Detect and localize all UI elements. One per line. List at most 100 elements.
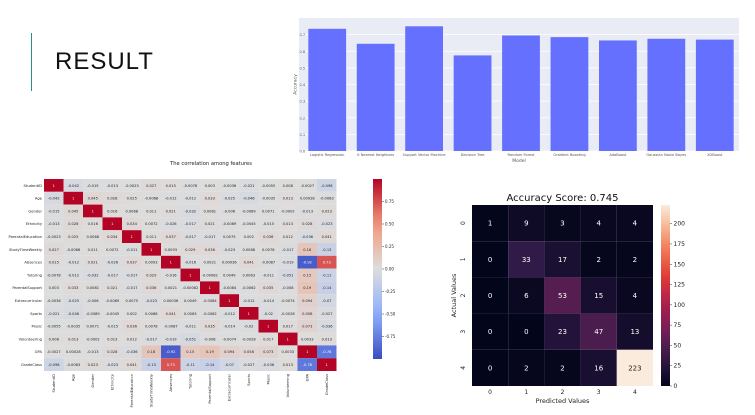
heatmap-cell [141,191,161,205]
heatmap-cell [122,191,142,205]
heatmap-cell [44,217,64,231]
heatmap-cell [278,332,298,346]
y-tick-label: 0.5 [300,66,306,70]
heatmap-cell-label: -0.017 [126,273,138,277]
heatmap-cell [141,281,161,295]
heatmap-cell [200,307,220,320]
heatmap-cell-label: -0.025 [67,299,79,303]
heatmap-cell [258,204,278,218]
heatmap-row-label: GradeClass [21,363,42,367]
confusion-cell-label: 2 [633,256,637,264]
heatmap-cell [258,191,278,205]
confusion-colorbar [661,205,670,386]
heatmap-cell-label: 0.058 [244,350,255,354]
heatmap-cell-label: 0.011 [146,235,156,239]
heatmap-row-label: Age [35,197,43,201]
heatmap-cell [83,204,103,218]
heatmap-cell [102,294,122,307]
heatmap-cell [161,204,181,218]
heatmap-cell-label: -0.017 [204,235,216,239]
heatmap-cell [258,179,278,192]
heatmap-cell [297,332,317,346]
heatmap-cell [200,204,220,218]
heatmap-cell [317,345,337,359]
heatmap-cell-label: 0.017 [263,337,273,341]
heatmap-cell [278,294,298,307]
heatmap-cell-label: 1 [189,273,191,277]
heatmap-row-label: Sports [30,312,42,316]
heatmap-cell-label: 0.0021 [164,286,177,290]
heatmap-cell-label: -0.13 [322,248,331,252]
heatmap-col-label: Extracurricular [228,374,232,402]
y-tick-label: 2 [460,293,467,297]
colorbar-tick-label: 0 [674,383,678,390]
heatmap-cell-label: -0.0074 [281,299,296,303]
heatmap-cell [63,179,83,192]
heatmap-cell-label: 0.015 [166,184,176,188]
heatmap-cell [44,268,64,282]
heatmap-cell [239,179,259,192]
heatmap-cell [122,332,142,346]
heatmap-cell [44,191,64,205]
heatmap-cell [200,319,220,333]
y-tick-label: 0.3 [300,100,306,104]
heatmap-cell-label: 0.0093 [145,261,158,265]
heatmap-cell [63,294,83,307]
heatmap-cell [258,217,278,231]
confusion-cell [544,349,581,386]
heatmap-cell [297,204,317,218]
confusion-cell-label: 33 [522,256,531,264]
heatmap-cell-label: -0.0084 [222,286,237,290]
heatmap-cell-label: 0.011 [146,209,156,213]
heatmap-cell-label: -0.0045 [105,312,119,316]
confusion-cell-label: 1 [488,220,492,228]
heatmap-cell-label: -0.0089 [222,222,237,226]
heatmap-cell [180,294,200,307]
heatmap-cell [317,230,337,243]
heatmap-cell [317,179,337,192]
heatmap-row-label: StudentID [24,184,43,188]
confusion-cell-label: 9 [524,220,528,228]
heatmap-cell-label: 0.015 [49,261,59,265]
confusion-cell-label: 2 [524,364,528,372]
colorbar-tick-label: 125 [674,282,686,289]
heatmap-cell-label: 1 [72,197,74,201]
heatmap-cell-label: 0.041 [166,312,176,316]
x-tick-label: Gradient Boosting [553,153,586,157]
heatmap-cell-label: -0.036 [301,235,313,239]
heatmap-cell-label: 0.028 [302,222,313,226]
heatmap-cell [161,319,181,333]
heatmap-cell-label: 0.003 [49,286,59,290]
heatmap-cell-label: 0.028 [107,350,118,354]
heatmap-cell-label: 0.0075 [223,235,236,239]
colorbar-tick-label: 25 [674,363,682,370]
heatmap-cell [141,268,161,282]
heatmap-cell [297,230,317,243]
confusion-cell-label: 0 [488,292,492,300]
heatmap-cell-label: -0.92 [166,350,175,354]
heatmap-cell [219,255,239,269]
heatmap-cell [102,204,122,218]
heatmap-cell [180,307,200,320]
colorbar-tick-label: 150 [674,261,686,268]
confusion-cell-label: 2 [560,364,564,372]
heatmap-cell [102,268,122,282]
heatmap-cell [83,358,103,371]
confusion-cell [616,241,653,278]
heatmap-col-label: Tutoring [189,374,193,390]
heatmap-cell-label: 0.023 [322,209,332,213]
heatmap-cell-label: 0.73 [167,363,175,367]
bar-1 [356,43,395,151]
heatmap-cell [258,332,278,346]
heatmap-cell [83,268,103,282]
heatmap-cell [278,204,298,218]
heatmap-cell-label: 0.016 [107,209,118,213]
heatmap-row-label: ParentalEducation [9,235,43,239]
heatmap-cell [63,345,83,359]
confusion-cell-label: 17 [558,256,567,264]
heatmap-cell-label: -0.07 [225,363,234,367]
heatmap-cell-label: -0.0089 [105,299,120,303]
heatmap-cell-label: 1 [306,350,308,354]
bar-8 [695,39,734,151]
heatmap-cell-label: -0.07 [322,299,331,303]
